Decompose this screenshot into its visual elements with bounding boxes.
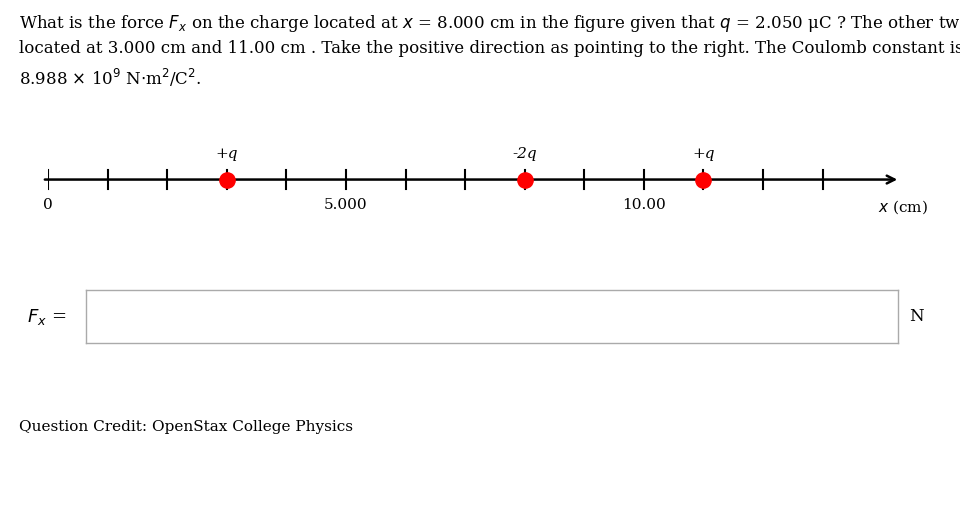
Text: What is the force $F_x$ on the charge located at $x$ = 8.000 cm in the figure gi: What is the force $F_x$ on the charge lo…: [19, 13, 960, 34]
Text: $x$ (cm): $x$ (cm): [878, 198, 928, 215]
Text: 0: 0: [43, 198, 53, 212]
Text: 8.988 $\times$ 10$^9$ N$\cdot$m$^2$/C$^2$.: 8.988 $\times$ 10$^9$ N$\cdot$m$^2$/C$^2…: [19, 66, 202, 89]
Text: 5.000: 5.000: [324, 198, 368, 212]
Text: N: N: [909, 308, 924, 325]
Text: Question Credit: OpenStax College Physics: Question Credit: OpenStax College Physic…: [19, 420, 353, 434]
Text: 10.00: 10.00: [622, 198, 665, 212]
Text: +q: +q: [692, 147, 714, 161]
Text: $F_x$ =: $F_x$ =: [27, 306, 66, 327]
Text: located at 3.000 cm and 11.00 cm . Take the positive direction as pointing to th: located at 3.000 cm and 11.00 cm . Take …: [19, 40, 960, 57]
Text: -2q: -2q: [513, 147, 537, 161]
Text: +q: +q: [215, 147, 238, 161]
